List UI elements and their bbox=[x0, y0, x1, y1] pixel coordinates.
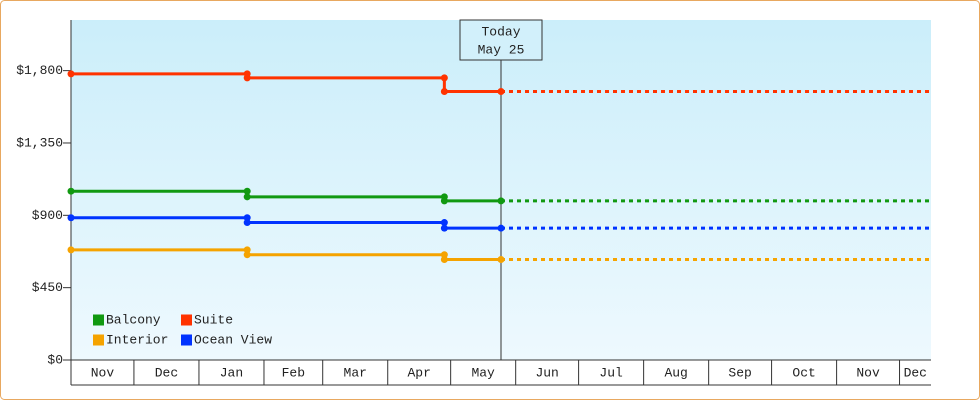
point bbox=[243, 74, 251, 82]
point bbox=[243, 246, 251, 254]
point bbox=[67, 70, 75, 78]
x-tick-label: Jun bbox=[535, 365, 558, 380]
x-tick-label: Oct bbox=[792, 365, 815, 380]
x-tick-label: Feb bbox=[282, 365, 305, 380]
y-tick-label: $1,800 bbox=[16, 63, 63, 78]
price-line bbox=[71, 216, 501, 230]
x-tick-label: Dec bbox=[155, 365, 178, 380]
point bbox=[497, 197, 505, 205]
point bbox=[440, 219, 448, 227]
price-line bbox=[71, 72, 501, 94]
x-tick-label: May bbox=[471, 365, 495, 380]
today-label: Today bbox=[481, 24, 520, 39]
x-tick-label: Mar bbox=[344, 365, 367, 380]
point bbox=[67, 187, 75, 195]
x-tick-label: Nov bbox=[91, 365, 115, 380]
point bbox=[440, 74, 448, 82]
point bbox=[497, 224, 505, 232]
y-tick-label: $900 bbox=[32, 208, 63, 223]
legend-label: Balcony bbox=[106, 312, 161, 327]
x-tick-label: Apr bbox=[407, 365, 430, 380]
point bbox=[440, 224, 448, 232]
y-tick-label: $1,350 bbox=[16, 135, 63, 150]
point bbox=[243, 219, 251, 227]
point bbox=[440, 256, 448, 264]
x-tick-label: Dec bbox=[904, 365, 927, 380]
legend-swatch bbox=[181, 314, 192, 326]
x-tick-label: Jul bbox=[599, 365, 623, 380]
legend-label: Interior bbox=[106, 332, 168, 347]
point bbox=[243, 193, 251, 201]
point bbox=[497, 88, 505, 96]
x-tick-label: Nov bbox=[856, 365, 880, 380]
price-line bbox=[71, 189, 501, 203]
legend-label: Suite bbox=[194, 312, 233, 327]
legend-swatch bbox=[93, 314, 104, 326]
y-tick-label: $450 bbox=[32, 280, 63, 295]
x-tick-label: Sep bbox=[728, 365, 751, 380]
point bbox=[67, 246, 75, 254]
legend-label: Ocean View bbox=[194, 332, 272, 347]
point bbox=[497, 256, 505, 264]
point bbox=[440, 88, 448, 96]
y-tick-label: $0 bbox=[47, 352, 63, 367]
point bbox=[243, 214, 251, 222]
x-tick-label: Jan bbox=[220, 365, 243, 380]
point bbox=[243, 251, 251, 259]
point bbox=[440, 251, 448, 259]
price-line bbox=[71, 248, 501, 262]
legend-swatch bbox=[93, 334, 104, 346]
point bbox=[243, 187, 251, 195]
point bbox=[67, 214, 75, 222]
today-box bbox=[459, 19, 543, 61]
legend-swatch bbox=[181, 334, 192, 346]
today-date: May 25 bbox=[478, 42, 525, 57]
x-tick-label: Aug bbox=[664, 365, 687, 380]
point bbox=[440, 197, 448, 205]
